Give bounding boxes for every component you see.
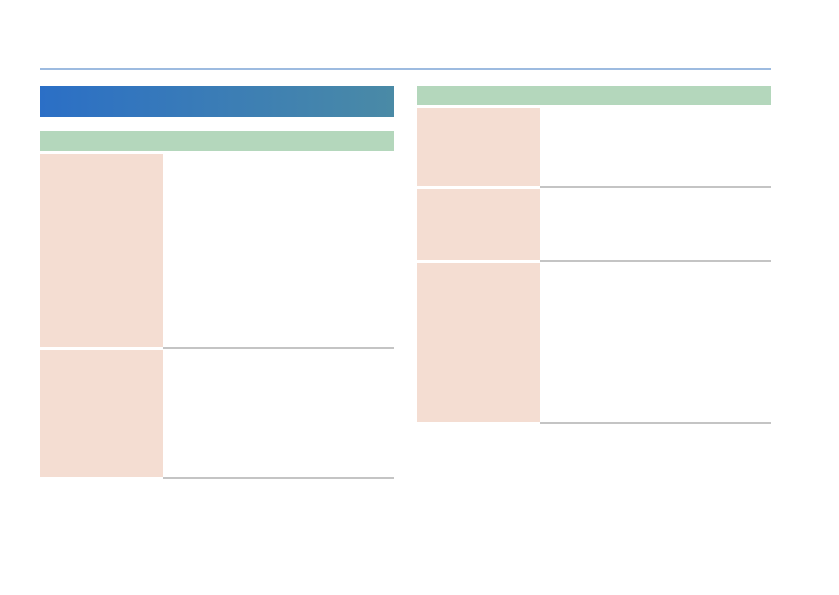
- top-rule: [40, 68, 771, 70]
- table-header: [40, 131, 394, 151]
- row-label-cell: [40, 154, 163, 347]
- row-label-cell: [417, 108, 540, 186]
- row-label-cell: [417, 189, 540, 260]
- row-label-cell: [40, 350, 163, 477]
- row-label-cell: [417, 263, 540, 422]
- table-header: [417, 86, 771, 105]
- section-header: [40, 86, 394, 117]
